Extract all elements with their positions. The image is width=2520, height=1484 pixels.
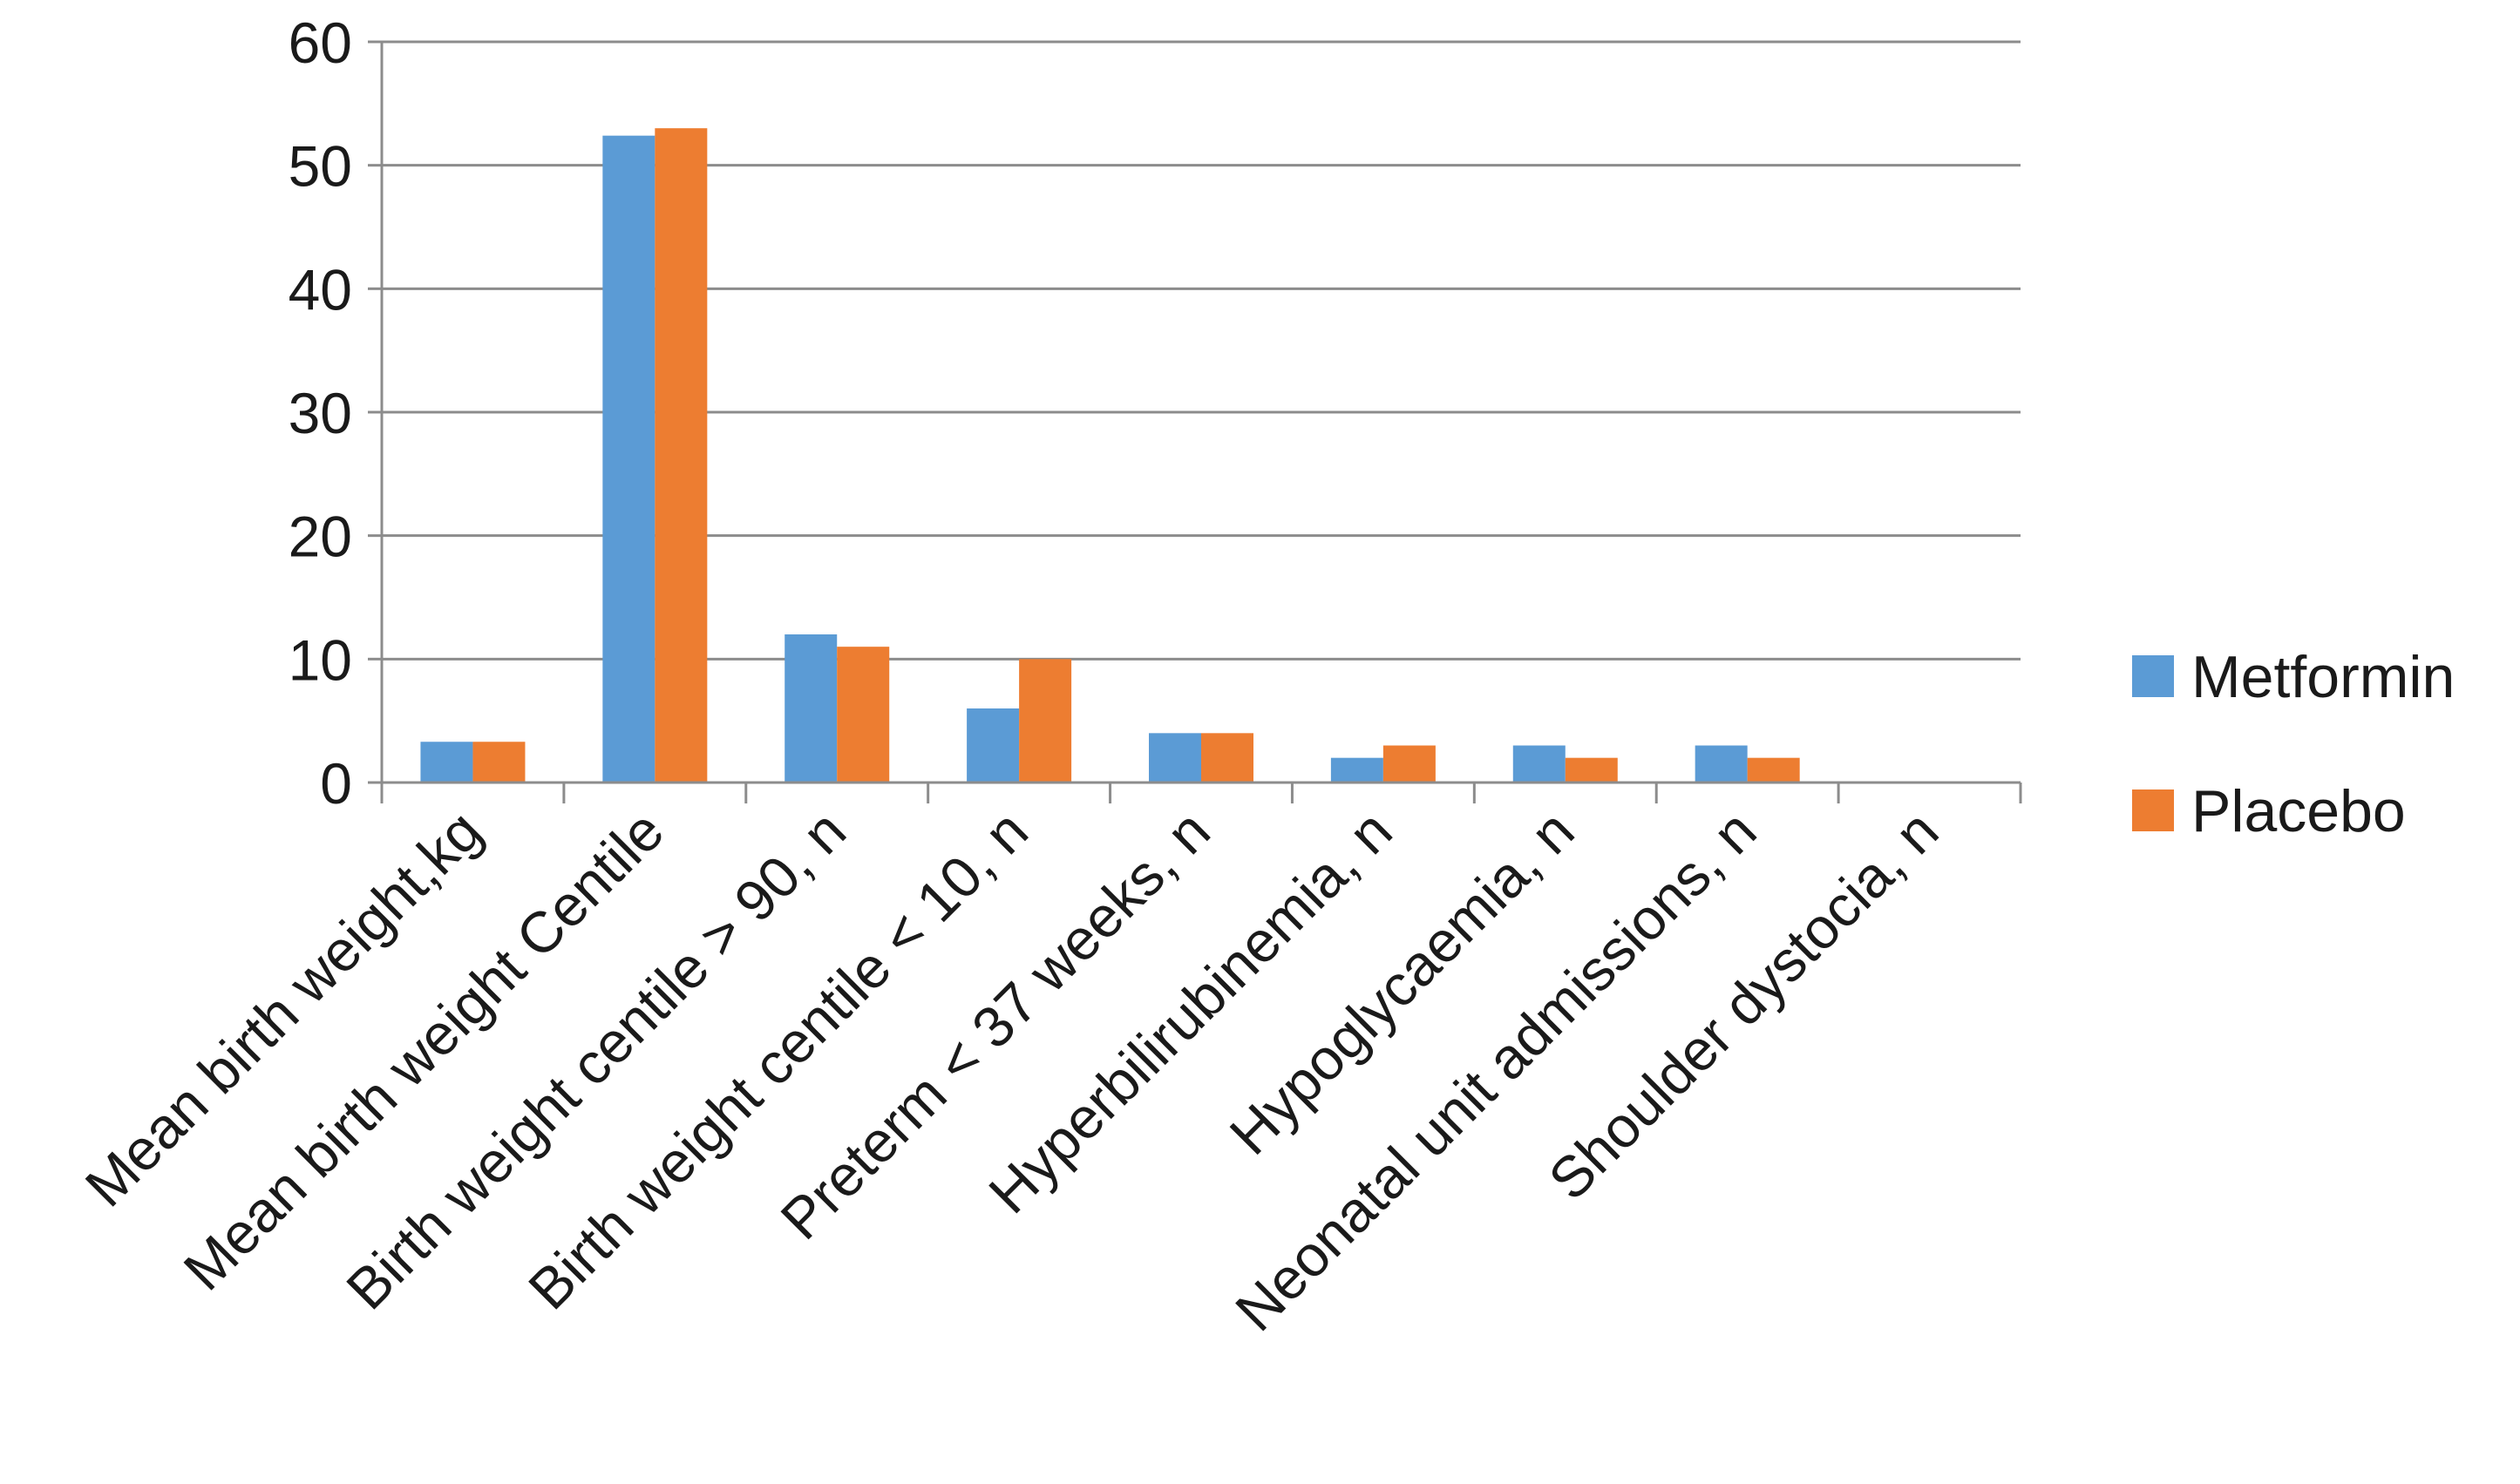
bar-metformin — [1695, 745, 1748, 783]
bar-metformin — [1149, 733, 1201, 783]
legend-label-metformin: Metformin — [2191, 644, 2455, 710]
bar-placebo — [1565, 757, 1618, 783]
bar-placebo — [1747, 757, 1800, 783]
bar-placebo — [472, 742, 526, 783]
bar-placebo — [1019, 659, 1072, 783]
legend-swatch-metformin — [2132, 655, 2174, 697]
bar-metformin — [1512, 745, 1566, 783]
bar-metformin — [602, 135, 655, 783]
x-tick-label: Hypoglycaemia, n — [1217, 798, 1586, 1167]
bar-placebo — [837, 647, 890, 783]
y-tick-label: 40 — [289, 257, 352, 322]
y-tick-label: 0 — [320, 751, 352, 816]
bars — [420, 128, 1800, 783]
bar-metformin — [967, 708, 1020, 783]
legend: Metformin Placebo — [2132, 644, 2455, 844]
y-tick-label: 20 — [289, 505, 352, 569]
y-tick-label: 10 — [289, 627, 352, 692]
bar-placebo — [655, 128, 708, 783]
y-tick-label: 30 — [289, 381, 352, 445]
legend-swatch-placebo — [2132, 789, 2174, 831]
bar-placebo — [1382, 745, 1436, 783]
legend-label-placebo: Placebo — [2191, 778, 2406, 844]
bar-metformin — [785, 634, 838, 783]
y-axis-ticks: 0 10 20 30 40 50 60 — [289, 10, 382, 816]
y-tick-label: 50 — [289, 134, 352, 199]
bar-metformin — [420, 742, 473, 783]
bar-placebo — [1201, 733, 1253, 783]
bar-metformin — [1330, 757, 1383, 783]
y-tick-label: 60 — [289, 10, 352, 75]
